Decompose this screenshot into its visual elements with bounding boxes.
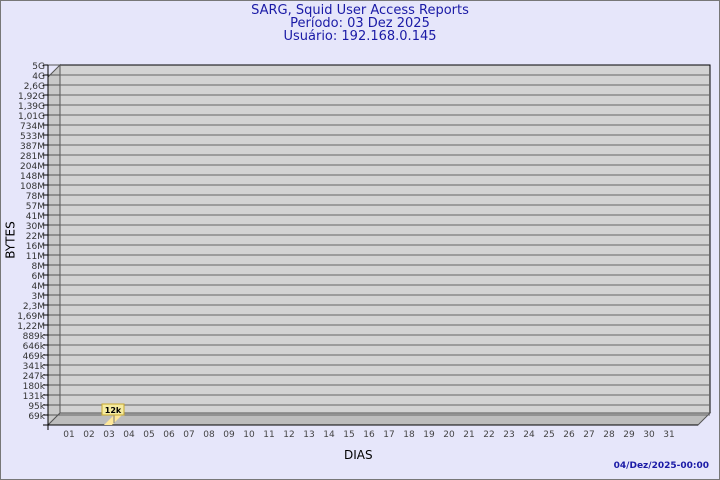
y-tick-label: 148M xyxy=(20,172,45,182)
generated-timestamp: 04/Dez/2025-00:00 xyxy=(613,461,709,471)
x-tick-label: 09 xyxy=(223,430,235,440)
y-tick-label: 533M xyxy=(20,132,45,142)
x-tick-label: 18 xyxy=(403,430,415,440)
plot-back-wall xyxy=(59,64,711,414)
y-tick-label: 69k xyxy=(28,412,45,422)
data-label: 12k xyxy=(105,406,122,415)
bar xyxy=(104,415,122,425)
y-tick-label: 387M xyxy=(20,142,45,152)
y-tick-label: 6M xyxy=(32,272,46,282)
x-tick-label: 05 xyxy=(143,430,154,440)
y-tick-label: 5G xyxy=(32,62,45,72)
x-tick-label: 28 xyxy=(603,430,615,440)
x-tick-label: 21 xyxy=(463,430,474,440)
y-tick-label: 341k xyxy=(23,362,46,372)
y-tick-label: 4M xyxy=(32,282,46,292)
x-tick-label: 20 xyxy=(443,430,455,440)
y-tick-label: 889k xyxy=(23,332,46,342)
x-tick-label: 16 xyxy=(363,430,375,440)
y-tick-label: 78M xyxy=(26,192,45,202)
x-tick-label: 12 xyxy=(283,430,294,440)
chart-period: Período: 03 Dez 2025 xyxy=(290,16,430,31)
y-tick-label: 8M xyxy=(32,262,46,272)
y-tick-label: 30M xyxy=(26,222,45,232)
y-tick-label: 204M xyxy=(20,162,45,172)
y-tick-label: 95k xyxy=(28,402,45,412)
y-tick-label: 131k xyxy=(23,392,46,402)
y-tick-label: 11M xyxy=(26,252,45,262)
x-tick-label: 23 xyxy=(503,430,514,440)
x-tick-label: 31 xyxy=(663,430,674,440)
x-tick-label: 22 xyxy=(483,430,494,440)
chart-title: SARG, Squid User Access Reports xyxy=(251,3,469,18)
x-axis-label: DIAS xyxy=(344,448,373,462)
y-tick-label: 1,22M xyxy=(17,322,45,332)
x-tick-label: 06 xyxy=(163,430,175,440)
x-tick-label: 10 xyxy=(243,430,255,440)
x-tick-label: 03 xyxy=(103,430,114,440)
y-tick-label: 1,39G xyxy=(18,102,45,112)
y-tick-label: 1,69M xyxy=(17,312,45,322)
x-tick-label: 04 xyxy=(123,430,135,440)
y-tick-label: 469k xyxy=(23,352,46,362)
x-tick-label: 08 xyxy=(203,430,215,440)
x-tick-label: 11 xyxy=(263,430,274,440)
x-tick-label: 13 xyxy=(303,430,314,440)
y-tick-label: 2,6G xyxy=(24,82,45,92)
x-tick-label: 26 xyxy=(563,430,575,440)
x-tick-label: 15 xyxy=(343,430,354,440)
chart-user: Usuário: 192.168.0.145 xyxy=(283,29,437,44)
x-tick-label: 07 xyxy=(183,430,194,440)
x-tick-label: 02 xyxy=(83,430,94,440)
x-tick-label: 24 xyxy=(523,430,535,440)
y-tick-label: 281M xyxy=(20,152,45,162)
y-tick-label: 734M xyxy=(20,122,45,132)
y-tick-label: 247k xyxy=(23,372,46,382)
x-tick-label: 27 xyxy=(583,430,594,440)
y-tick-label: 1,92G xyxy=(18,92,45,102)
x-tick-label: 14 xyxy=(323,430,335,440)
y-tick-label: 180k xyxy=(23,382,46,392)
y-tick-label: 1,01G xyxy=(18,112,45,122)
y-tick-label: 41M xyxy=(26,212,45,222)
y-tick-label: 57M xyxy=(26,202,45,212)
y-tick-label: 2,3M xyxy=(23,302,45,312)
y-tick-label: 16M xyxy=(26,242,45,252)
data-label-box xyxy=(101,403,125,416)
x-tick-label: 30 xyxy=(643,430,655,440)
x-tick-label: 01 xyxy=(63,430,74,440)
y-axis-label: BYTES xyxy=(3,221,18,259)
y-tick-label: 4G xyxy=(32,72,45,82)
x-tick-label: 29 xyxy=(623,430,635,440)
x-tick-label: 17 xyxy=(383,430,394,440)
x-tick-label: 25 xyxy=(543,430,554,440)
y-tick-label: 108M xyxy=(20,182,45,192)
y-tick-label: 22M xyxy=(26,232,45,242)
y-tick-label: 3M xyxy=(32,292,46,302)
y-tick-label: 646k xyxy=(23,342,46,352)
x-tick-label: 19 xyxy=(423,430,435,440)
